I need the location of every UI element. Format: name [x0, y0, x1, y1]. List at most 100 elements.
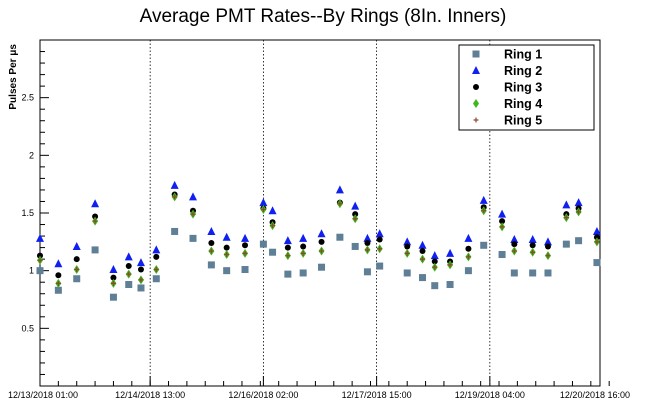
ring-1-point	[575, 237, 583, 245]
ring-5-point	[465, 254, 471, 260]
ring-2-point	[152, 245, 161, 254]
x-tick-label: 12/17/2018 15:00	[342, 390, 412, 400]
ring-1-point	[259, 240, 267, 248]
y-tick-label: 1.5	[21, 208, 34, 218]
ring-5-point	[270, 223, 276, 229]
ring-1-point	[318, 263, 326, 271]
ring-3-point	[376, 236, 383, 243]
ring-1-point	[36, 267, 44, 275]
ring-3-point	[419, 248, 426, 255]
ring-1-point	[284, 270, 292, 278]
ring-5-point	[352, 216, 358, 222]
ring-2-point	[268, 206, 277, 215]
ring-5-point	[337, 201, 343, 207]
ring-1-point	[419, 274, 427, 282]
ring-5-point	[364, 247, 370, 253]
y-tick-label: 1	[29, 266, 34, 276]
ring-5-point	[153, 267, 159, 273]
ring-2-point	[592, 226, 601, 235]
ring-3-point	[92, 213, 99, 220]
x-tick-label: 12/13/2018 01:00	[8, 390, 78, 400]
ring-3-point	[37, 252, 43, 259]
ring-5-point	[319, 248, 325, 254]
ring-1-point	[562, 240, 570, 248]
ring-5-point	[404, 250, 410, 256]
legend-label: Ring 5	[504, 114, 542, 128]
ring-5-point	[138, 277, 144, 283]
ring-1-point	[529, 269, 537, 277]
ring-2-point	[528, 235, 537, 244]
ring-2-point	[446, 248, 455, 257]
legend-marker	[472, 50, 480, 58]
ring-5-point	[499, 224, 505, 230]
chart-title: Average PMT Rates--By Rings (8In. Inners…	[140, 6, 507, 27]
ring-2-point	[543, 237, 552, 246]
y-tick-label: 2	[29, 150, 34, 160]
ring-1-point	[171, 227, 179, 235]
legend-box	[458, 44, 595, 131]
ring-5-point	[420, 256, 426, 262]
legend-label: Ring 3	[504, 81, 542, 95]
ring-1-point	[510, 269, 518, 277]
ring-2-point	[189, 192, 198, 201]
ring-3-point	[110, 274, 117, 281]
ring-3-point	[73, 256, 80, 263]
ring-3-point	[300, 243, 307, 250]
ring-3-point	[125, 263, 132, 270]
ring-2-point	[299, 233, 308, 242]
ring-2-point	[479, 195, 488, 204]
legend-marker	[473, 99, 479, 108]
x-tick-label: 12/14/2018 13:00	[115, 390, 185, 400]
ring-3-point	[137, 266, 144, 273]
legend-marker	[473, 84, 479, 90]
ring-3-point	[499, 218, 506, 225]
ring-2-point	[498, 209, 507, 218]
ring-1-point	[498, 251, 506, 259]
y-tick-label: 2.5	[21, 93, 34, 103]
ring-2-point	[222, 232, 231, 241]
ring-2-point	[510, 235, 519, 244]
ring-5-point	[530, 249, 536, 255]
legend-label: Ring 2	[504, 64, 542, 78]
y-tick-label: 0.5	[21, 323, 34, 333]
x-tick-label: 12/16/2018 02:00	[228, 390, 298, 400]
ring-5-point	[74, 267, 80, 273]
ring-1-point	[431, 282, 439, 290]
x-tick-label: 12/19/2018 04:00	[455, 390, 525, 400]
ring-1-point	[137, 284, 145, 292]
ring-5-point	[432, 264, 438, 270]
ring-5-point	[242, 250, 248, 256]
ring-3-point	[318, 238, 325, 245]
ring-2-point	[363, 233, 372, 242]
ring-2-point	[562, 200, 571, 209]
ring-1-point	[593, 259, 601, 267]
ring-3-point	[55, 272, 62, 279]
ring-5-point	[447, 262, 453, 268]
ring-2-point	[375, 229, 384, 238]
ring-5-point	[92, 218, 98, 224]
ring-1-point	[54, 286, 62, 294]
ring-2-point	[574, 198, 583, 207]
ring-1-point	[91, 246, 99, 254]
ring-3-point	[465, 245, 472, 252]
ring-5-point	[172, 194, 178, 200]
ring-2-point	[259, 198, 268, 207]
ring-5-point	[300, 250, 306, 256]
ring-5-point	[594, 239, 600, 245]
ring-2-point	[464, 233, 473, 242]
ring-2-point	[351, 201, 360, 210]
ring-1-point	[446, 281, 454, 289]
ring-2-point	[72, 241, 81, 250]
ring-2-point	[207, 226, 216, 235]
ring-2-point	[124, 252, 133, 261]
ring-3-point	[242, 242, 249, 249]
ring-1-point	[351, 242, 359, 250]
ring-5-point	[481, 208, 487, 214]
legend-marker	[472, 66, 480, 74]
ring-1-point	[189, 234, 197, 242]
ring-1-point	[480, 241, 488, 249]
ring-2-point	[430, 251, 439, 260]
ring-5-point	[545, 253, 551, 259]
ring-3-point	[544, 243, 551, 250]
